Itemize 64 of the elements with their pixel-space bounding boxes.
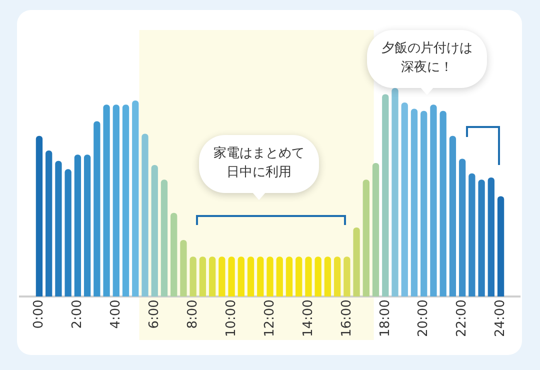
bar (410, 108, 418, 297)
x-tick-label: 18:00 (378, 300, 393, 338)
bar (430, 104, 437, 297)
x-tick-label: 6:00 (146, 300, 162, 329)
bar (458, 158, 466, 297)
bar (112, 104, 120, 297)
bar (276, 256, 283, 297)
x-tick-label: 20:00 (416, 300, 432, 338)
bar (180, 240, 187, 297)
x-tick-label: 0:00 (32, 300, 47, 329)
bar (122, 104, 130, 297)
x-tick-label: 2:00 (70, 300, 86, 329)
bar (305, 256, 312, 297)
bar (324, 256, 332, 297)
bar (84, 154, 91, 297)
bar (488, 178, 494, 297)
bar (334, 256, 341, 297)
x-tick-label: 12:00 (262, 300, 278, 338)
bar (151, 165, 158, 297)
bar (314, 256, 322, 297)
bar (266, 256, 274, 297)
bar (257, 256, 264, 297)
bar (353, 227, 360, 297)
bar (74, 154, 82, 297)
bar (190, 256, 196, 297)
x-tick-label: 14:00 (300, 300, 316, 338)
bar (132, 100, 139, 297)
x-tick-label: 4:00 (108, 300, 124, 329)
bar (64, 169, 72, 297)
x-tick-label: 16:00 (339, 300, 354, 338)
bar (247, 256, 254, 297)
bar (382, 94, 389, 297)
bar (497, 196, 504, 297)
annotation: 家電はまとめて日中に利用 (199, 135, 320, 193)
bar (286, 256, 293, 297)
bar (103, 104, 110, 297)
bar (228, 256, 235, 297)
bar (199, 256, 206, 297)
bar (401, 102, 408, 297)
bar (170, 212, 178, 297)
x-tick-label: 8:00 (185, 300, 200, 329)
bar (296, 256, 302, 297)
bar (362, 180, 370, 297)
bar (468, 173, 476, 297)
bar (392, 88, 398, 297)
bar (55, 160, 62, 297)
bar (142, 134, 148, 297)
bar (36, 136, 43, 297)
bar (46, 150, 52, 297)
x-tick-label: 22:00 (454, 300, 470, 338)
x-tick-label: 24:00 (493, 300, 508, 338)
bar (94, 121, 100, 297)
bar (238, 256, 244, 297)
text: 夕飯の片付けは深夜に！ (367, 30, 488, 88)
bar (208, 256, 216, 297)
bar (344, 256, 350, 297)
bar (420, 110, 428, 297)
bar (478, 180, 485, 297)
bar (372, 162, 380, 297)
bar (449, 136, 456, 297)
bar (218, 256, 226, 297)
bar (160, 180, 168, 297)
x-tick-label: 10:00 (224, 300, 239, 338)
bar (440, 110, 446, 297)
